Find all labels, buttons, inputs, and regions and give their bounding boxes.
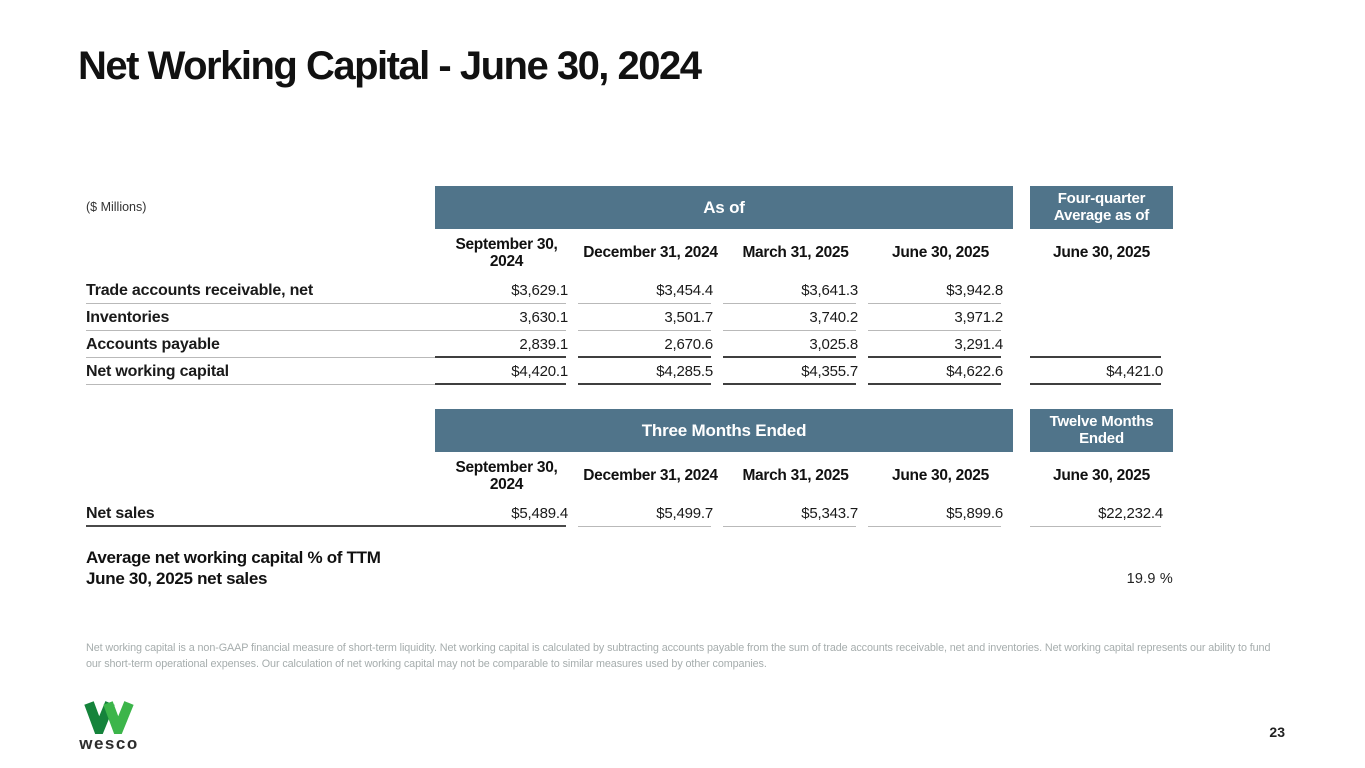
column-gap — [1013, 277, 1030, 304]
cell: $3,641.3 — [723, 277, 868, 304]
four-quarter-average-banner: Four-quarter Average as of — [1030, 186, 1173, 229]
cell: $5,343.7 — [723, 500, 868, 527]
average-nwc-percent-label-line2: June 30, 2025 net sales — [86, 568, 268, 588]
cell: $3,942.8 — [868, 277, 1013, 304]
average-nwc-percent-value: 19.9 % — [1126, 571, 1173, 587]
cell: 3,740.2 — [723, 304, 868, 331]
cell: $22,232.4 — [1030, 500, 1173, 527]
column-gap — [1013, 229, 1030, 277]
wesco-logo: wesco — [74, 700, 144, 752]
as-of-banner: As of — [435, 186, 1013, 229]
column-gap — [1013, 358, 1030, 385]
table2-column-headers: September 30, 2024 December 31, 2024 Mar… — [86, 452, 1173, 500]
cell: 3,025.8 — [723, 331, 868, 358]
cell: $4,285.5 — [578, 358, 723, 385]
cell: 3,630.1 — [435, 304, 578, 331]
cell: $3,629.1 — [435, 277, 578, 304]
column-header: September 30, 2024 — [455, 235, 558, 270]
column-header: June 30, 2025 — [1053, 467, 1150, 485]
column-gap — [1013, 304, 1030, 331]
cell: $4,420.1 — [435, 358, 578, 385]
column-header: December 31, 2024 — [583, 244, 718, 262]
row-label: Net sales — [86, 500, 435, 527]
column-header: September 30, 2024 — [455, 458, 558, 493]
cell: $5,499.7 — [578, 500, 723, 527]
cell: $3,454.4 — [578, 277, 723, 304]
cell: $4,355.7 — [723, 358, 868, 385]
column-header: June 30, 2025 — [1053, 244, 1150, 262]
cell — [1030, 304, 1173, 331]
column-gap — [1013, 331, 1030, 358]
wesco-w-icon — [84, 701, 134, 734]
row-label: Inventories — [86, 304, 435, 331]
column-header-spacer — [86, 452, 435, 500]
cell: $4,421.0 — [1030, 358, 1173, 385]
table-row: Net sales $5,489.4 $5,499.7 $5,343.7 $5,… — [86, 500, 1173, 527]
table1-column-headers: September 30, 2024 December 31, 2024 Mar… — [86, 229, 1173, 277]
table-row: Inventories 3,630.1 3,501.7 3,740.2 3,97… — [86, 304, 1173, 331]
column-gap — [1013, 500, 1030, 527]
row-label: Trade accounts receivable, net — [86, 277, 435, 304]
three-months-ended-banner: Three Months Ended — [435, 409, 1013, 452]
twelve-months-ended-banner: Twelve Months Ended — [1030, 409, 1173, 452]
cell: $5,489.4 — [435, 500, 578, 527]
column-gap — [1013, 452, 1030, 500]
cell: 2,839.1 — [435, 331, 578, 358]
wesco-logo-text: wesco — [79, 734, 139, 753]
column-header: June 30, 2025 — [892, 467, 989, 485]
cell — [1030, 331, 1173, 358]
non-gaap-footnote: Net working capital is a non-GAAP financ… — [86, 642, 1271, 670]
cell: $5,899.6 — [868, 500, 1013, 527]
table-row: Trade accounts receivable, net $3,629.1 … — [86, 277, 1173, 304]
average-nwc-percent-label: Average net working capital % of TTM Jun… — [86, 548, 381, 589]
cell: 3,971.2 — [868, 304, 1013, 331]
cell: $4,622.6 — [868, 358, 1013, 385]
units-label: ($ Millions) — [86, 200, 147, 214]
cell — [1030, 277, 1173, 304]
column-header: June 30, 2025 — [892, 244, 989, 262]
cell: 3,291.4 — [868, 331, 1013, 358]
column-header: March 31, 2025 — [742, 244, 849, 262]
page-number: 23 — [1269, 724, 1285, 740]
row-label: Net working capital — [86, 358, 435, 385]
cell: 3,501.7 — [578, 304, 723, 331]
page-title: Net Working Capital - June 30, 2024 — [78, 44, 702, 88]
column-header: March 31, 2025 — [742, 467, 849, 485]
cell: 2,670.6 — [578, 331, 723, 358]
column-header: December 31, 2024 — [583, 467, 718, 485]
average-nwc-percent-label-line1: Average net working capital % of TTM — [86, 548, 381, 567]
row-label: Accounts payable — [86, 331, 435, 358]
table-row: Net working capital $4,420.1 $4,285.5 $4… — [86, 358, 1173, 385]
column-header-spacer — [86, 229, 435, 277]
table-row: Accounts payable 2,839.1 2,670.6 3,025.8… — [86, 331, 1173, 358]
